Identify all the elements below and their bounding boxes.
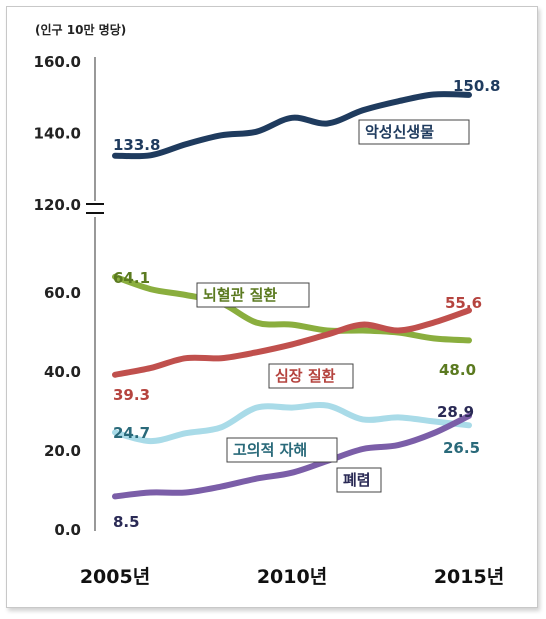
- series-line-heart-disease: [112, 307, 472, 378]
- line-chart: (인구 10만 명당) 160.0 140.0 120.0 60.0 40.0 20.0 0…: [34, 22, 505, 588]
- data-label-end: 55.6: [445, 294, 482, 312]
- data-label-start: 39.3: [113, 386, 150, 404]
- y-axis: 160.0 140.0 120.0 60.0 40.0 20.0 0.0 2005년 2010년…: [34, 53, 505, 588]
- data-label-end: 28.9: [437, 403, 474, 421]
- unit-label: (인구 10만 명당): [35, 22, 126, 37]
- series-line-cerebrovascular: [112, 273, 472, 344]
- data-label-start: 133.8: [113, 136, 160, 154]
- y-tick-label: 40.0: [44, 363, 81, 381]
- y-tick-label: 60.0: [44, 284, 81, 302]
- data-label-start: 24.7: [113, 424, 150, 442]
- data-label-end: 26.5: [443, 439, 480, 457]
- series-label-heart-disease: 심장 질환: [275, 367, 336, 385]
- data-label-start: 64.1: [113, 269, 150, 287]
- data-label-end: 48.0: [439, 361, 476, 379]
- series-label-self-harm: 고의적 자해: [233, 441, 307, 459]
- x-tick-label: 2010년: [257, 566, 327, 588]
- series-label-pneumonia: 폐렴: [343, 471, 371, 489]
- series-line-pneumonia: [112, 412, 472, 500]
- series-lines: [112, 91, 472, 500]
- y-tick-label: 160.0: [34, 53, 81, 71]
- series-label-box: [268, 363, 354, 389]
- series-label-box: [336, 467, 382, 493]
- series-label-cancer: 악성신생물: [365, 123, 434, 141]
- series-label-box: [358, 119, 470, 145]
- series-line-self-harm: [112, 402, 472, 445]
- series-line-cancer: [112, 91, 472, 160]
- series-label-box: [196, 282, 310, 308]
- data-label-end: 150.8: [453, 77, 500, 95]
- x-tick-label: 2015년: [434, 566, 504, 588]
- data-label-start: 8.5: [113, 513, 140, 531]
- y-tick-label: 120.0: [34, 196, 81, 214]
- y-tick-label: 140.0: [34, 125, 81, 143]
- chart-frame: (인구 10만 명당) 160.0 140.0 120.0 60.0 40.0 20.0 0…: [6, 6, 538, 608]
- y-tick-label: 20.0: [44, 442, 81, 460]
- x-tick-label: 2005년: [80, 566, 150, 588]
- data-labels: 133.8 150.8 악성신생물 64.1 48.0 뇌혈관 질환 39.3 55.6 심장 …: [113, 77, 500, 531]
- series-label-cerebrovascular: 뇌혈관 질환: [203, 286, 277, 304]
- y-tick-label: 0.0: [54, 521, 81, 539]
- series-label-box: [226, 437, 338, 463]
